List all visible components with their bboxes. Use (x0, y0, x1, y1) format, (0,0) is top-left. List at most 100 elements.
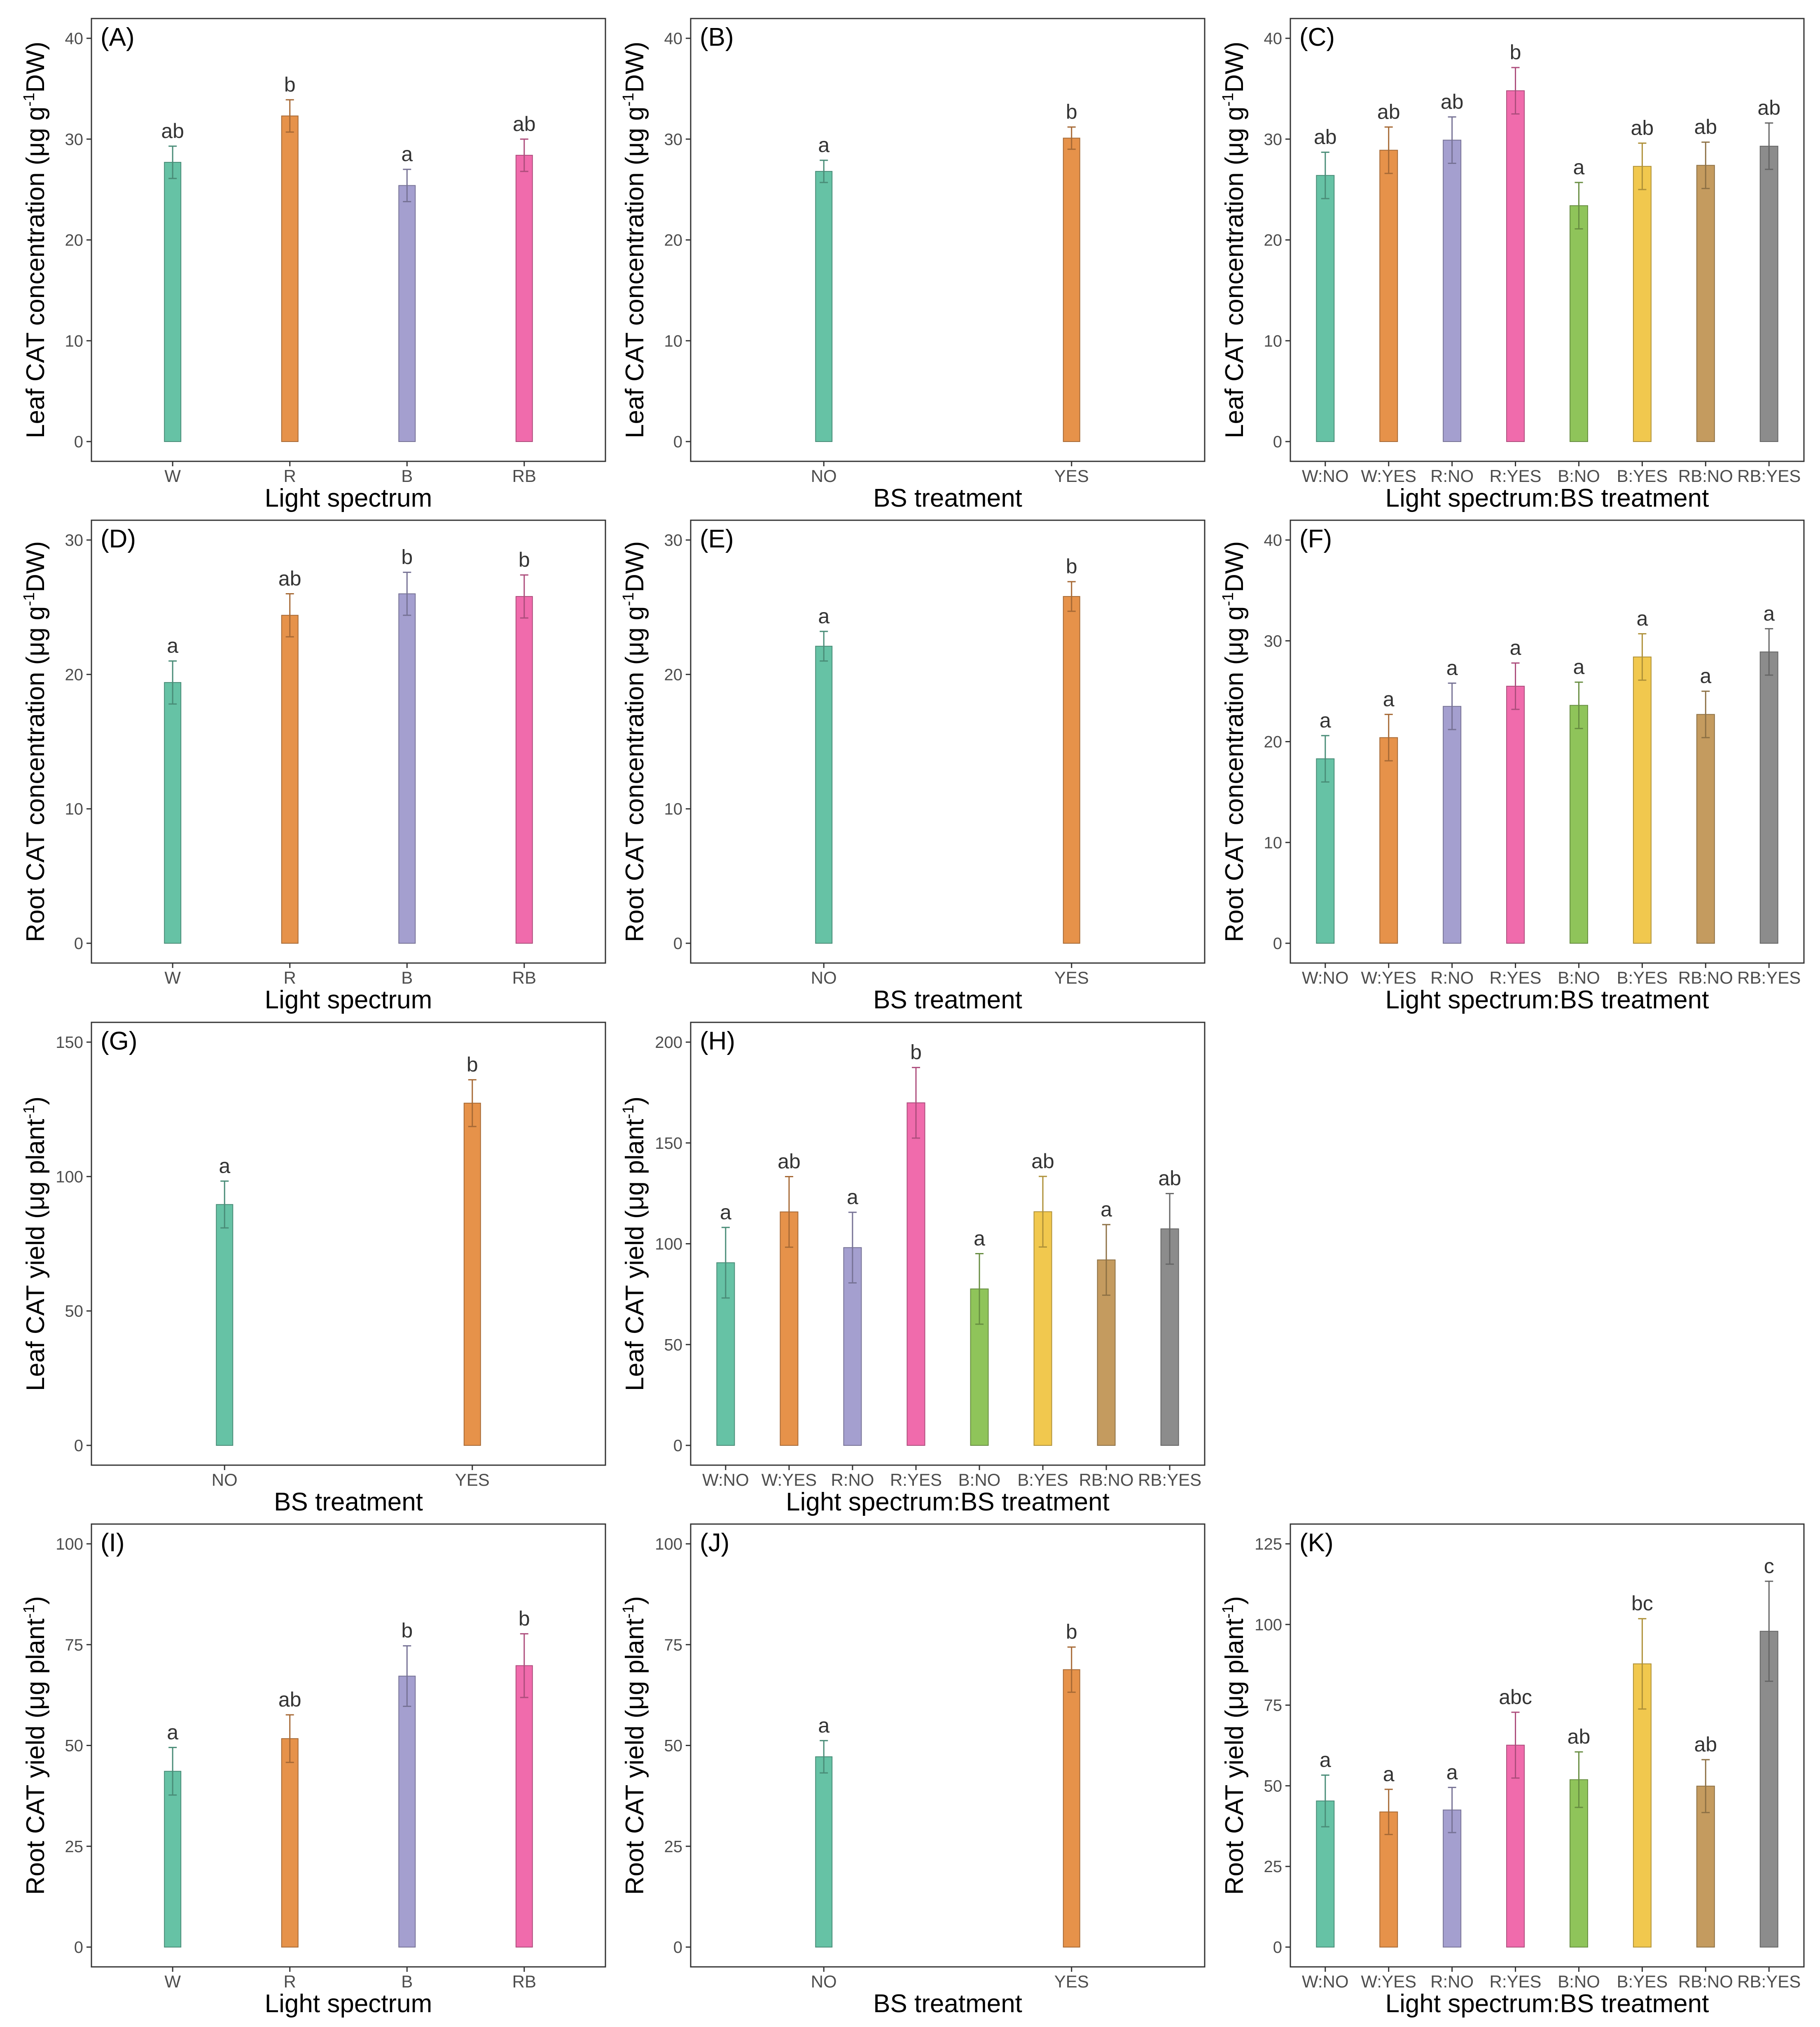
significance-letter: b (1066, 100, 1077, 123)
panel-label: (I) (100, 1529, 125, 1557)
bar (1633, 1663, 1652, 1948)
x-tick-label: R (284, 1972, 296, 1991)
bar (1569, 705, 1588, 944)
x-axis-title: Light spectrum:BS treatment (1385, 986, 1709, 1014)
x-tick-label: B:NO (1558, 1972, 1600, 1991)
x-tick-label: NO (811, 1972, 837, 1991)
y-tick-label: 100 (655, 1235, 682, 1253)
significance-letter: a (1383, 1763, 1395, 1786)
x-tick-label: B:NO (958, 1470, 1001, 1489)
x-axis-title: Light spectrum (265, 986, 432, 1014)
significance-letter: a (847, 1185, 858, 1209)
y-tick-label: 25 (664, 1838, 683, 1856)
x-tick-label: W:YES (1361, 1972, 1416, 1991)
bar (515, 154, 533, 442)
bar (815, 171, 833, 442)
significance-letter: ab (1314, 126, 1337, 149)
x-tick-label: B:NO (1558, 968, 1600, 987)
y-tick-label: 20 (1264, 231, 1283, 250)
x-tick-label: YES (1054, 968, 1089, 987)
y-axis-title: Root CAT concentration (μg g-1DW) (21, 541, 50, 942)
x-tick-label: R:YES (1490, 968, 1542, 987)
bar (1443, 1810, 1462, 1948)
significance-letter: ab (1631, 117, 1654, 140)
bar (1759, 145, 1778, 442)
significance-letter: a (1320, 709, 1331, 732)
bar (164, 682, 182, 944)
y-axis-title: Leaf CAT yield (μg plant-1) (21, 1096, 50, 1391)
x-tick-label: W:NO (1302, 466, 1349, 486)
x-tick-label: B:NO (1558, 466, 1600, 486)
panel-label: (C) (1299, 23, 1335, 51)
panel-c: (C) 0 10 20 30 40 Leaf CAT concentration (μg g… (1220, 18, 1805, 512)
significance-letter: a (219, 1154, 230, 1177)
bar (1063, 596, 1080, 944)
panel-label: (D) (100, 525, 136, 553)
y-tick-label: 0 (673, 935, 682, 953)
panel-frame (1290, 1523, 1805, 1968)
significance-letter: ab (1694, 115, 1717, 138)
significance-letter: abc (1499, 1686, 1532, 1709)
y-tick-label: 25 (1264, 1858, 1283, 1876)
y-tick-label: 100 (56, 1168, 83, 1186)
x-tick-label: RB:YES (1737, 1972, 1801, 1991)
y-tick-label: 75 (1264, 1697, 1283, 1715)
x-tick-label: RB:NO (1079, 1470, 1134, 1489)
y-tick-label: 30 (1264, 632, 1283, 650)
y-tick-label: 75 (65, 1636, 84, 1654)
y-tick-label: 125 (1255, 1535, 1282, 1553)
x-tick-label: R:YES (1490, 1972, 1542, 1991)
y-tick-label: 10 (664, 800, 683, 818)
x-tick-label: W:YES (762, 1470, 817, 1489)
x-tick-label: B (401, 466, 413, 486)
bar (398, 1676, 416, 1948)
significance-letter: a (1573, 655, 1585, 678)
y-tick-label: 0 (74, 1437, 83, 1455)
significance-letter: b (1066, 555, 1077, 578)
y-tick-label: 20 (65, 231, 84, 250)
significance-letter: ab (278, 1688, 301, 1711)
significance-letter: a (1510, 636, 1521, 659)
y-tick-label: 30 (664, 531, 683, 549)
significance-letter: ab (1377, 100, 1400, 123)
bar (1443, 140, 1462, 442)
x-tick-label: NO (811, 968, 837, 987)
panel-label: (K) (1299, 1529, 1334, 1557)
significance-letter: a (1573, 156, 1585, 179)
significance-letter: b (1510, 41, 1521, 64)
y-tick-label: 10 (664, 332, 683, 350)
significance-letter: a (720, 1201, 731, 1224)
bar (281, 1738, 299, 1948)
x-tick-label: R (284, 466, 296, 486)
bar (1696, 714, 1715, 944)
x-tick-label: RB (512, 1972, 536, 1991)
significance-letter: b (401, 1619, 413, 1642)
y-tick-label: 50 (65, 1302, 84, 1321)
panel-label: (J) (700, 1529, 729, 1557)
significance-letter: b (1066, 1620, 1077, 1644)
bar (515, 596, 533, 944)
bar (1379, 150, 1398, 442)
panel-b: (B) 0 10 20 30 40 Leaf CAT concentration (μg g… (620, 18, 1206, 512)
bar (1506, 685, 1525, 944)
panel-label: (H) (700, 1027, 735, 1055)
x-tick-label: NO (811, 466, 837, 486)
y-tick-label: 100 (56, 1535, 83, 1553)
y-tick-label: 30 (1264, 131, 1283, 149)
x-tick-label: RB:NO (1678, 968, 1733, 987)
bar (1696, 165, 1715, 442)
bar (164, 1771, 182, 1948)
y-tick-label: 50 (1264, 1777, 1283, 1795)
x-axis-title: Light spectrum (265, 1990, 432, 2018)
x-tick-label: RB:NO (1678, 1972, 1733, 1991)
panel-k: (K) 0 25 50 75 100 125 Root CAT yield (μg plant… (1220, 1523, 1805, 2018)
significance-letter: ab (513, 112, 536, 136)
x-tick-label: W:NO (1302, 968, 1349, 987)
panel-j: (J) 0 25 50 75 100 Root CAT yield (μg plant-1)… (620, 1523, 1206, 2018)
significance-letter: a (1636, 607, 1648, 630)
y-axis-title: Leaf CAT concentration (μg g-1DW) (620, 42, 649, 438)
y-axis-title: Leaf CAT yield (μg plant-1) (620, 1096, 649, 1391)
y-tick-label: 150 (56, 1033, 83, 1052)
x-tick-label: B:YES (1617, 1972, 1668, 1991)
x-tick-label: RB:YES (1737, 466, 1801, 486)
